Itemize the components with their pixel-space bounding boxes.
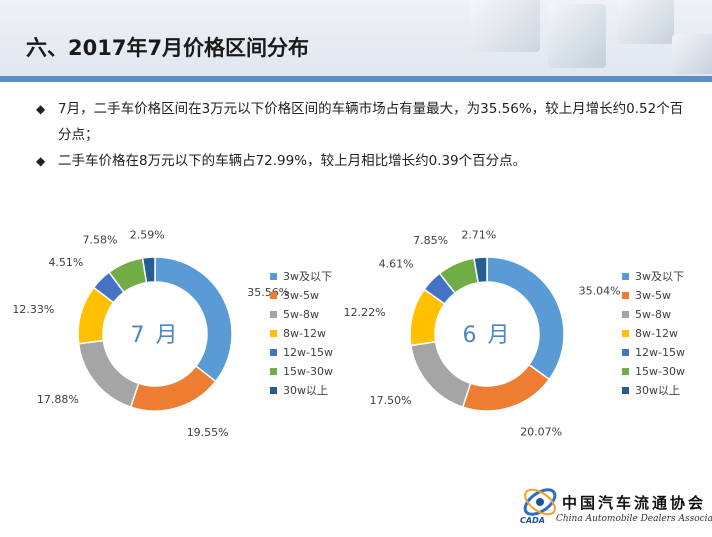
legend-label: 12w-15w xyxy=(283,346,333,359)
legend-item: 3w-5w xyxy=(270,287,319,304)
data-label: 35.56% xyxy=(247,286,289,299)
legend-item: 3w-5w xyxy=(622,287,671,304)
decor-cube xyxy=(470,0,540,52)
data-label: 12.33% xyxy=(12,303,54,316)
cada-logo: 中国汽车流通协会 CADA China Automobile Dealers A… xyxy=(516,484,712,532)
legend-swatch xyxy=(622,329,629,337)
data-label: 12.22% xyxy=(344,306,386,319)
legend-label: 8w-12w xyxy=(283,327,326,340)
legend-swatch xyxy=(270,367,277,375)
data-label: 2.59% xyxy=(130,228,165,241)
data-label: 4.61% xyxy=(379,258,414,271)
legend-item: 3w及以下 xyxy=(622,268,684,285)
donut-center-label: 7 月 xyxy=(131,323,180,348)
legend-swatch xyxy=(270,348,277,356)
legend-swatch xyxy=(270,329,277,337)
legend-swatch xyxy=(622,386,629,394)
legend-item: 8w-12w xyxy=(270,325,326,342)
data-label: 17.50% xyxy=(370,394,412,407)
slide-header: 六、2017年7月价格区间分布 xyxy=(0,0,712,82)
cada-emblem-icon xyxy=(523,488,557,516)
donut-center-label: 6 月 xyxy=(463,323,512,348)
logo-name-cn: 中国汽车流通协会 xyxy=(562,494,707,512)
legend-swatch xyxy=(622,310,629,318)
diamond-bullet-icon: ◆ xyxy=(36,154,46,168)
legend-item: 15w-30w xyxy=(270,363,333,380)
legend-label: 3w-5w xyxy=(283,289,319,302)
data-label: 20.07% xyxy=(520,425,562,438)
legend-label: 5w-8w xyxy=(283,308,319,321)
bullet-item: ◆ 7月，二手车价格区间在3万元以下价格区间的车辆市场占有量最大，为35.56%… xyxy=(36,96,686,148)
legend-label: 30w以上 xyxy=(635,384,680,397)
bullet-item: ◆ 二手车价格在8万元以下的车辆占72.99%，较上月相比增长约0.39个百分点… xyxy=(36,148,686,174)
data-label: 4.51% xyxy=(48,256,83,269)
bullet-text: 7月，二手车价格区间在3万元以下价格区间的车辆市场占有量最大，为35.56%，较… xyxy=(58,101,684,143)
legend-label: 3w及以下 xyxy=(283,270,332,283)
legend-item: 5w-8w xyxy=(622,306,671,323)
legend-swatch xyxy=(622,367,629,375)
page-title: 六、2017年7月价格区间分布 xyxy=(26,36,310,60)
decor-cube xyxy=(618,0,674,44)
legend-swatch xyxy=(622,348,629,356)
legend-item: 8w-12w xyxy=(622,325,678,342)
legend-item: 30w以上 xyxy=(270,382,328,399)
legend-swatch xyxy=(622,291,629,299)
data-label: 17.88% xyxy=(37,393,79,406)
data-label: 7.58% xyxy=(83,234,118,247)
donut-slice-jun-6 xyxy=(473,256,488,284)
logo-abbr: CADA xyxy=(520,516,545,525)
legend-item: 5w-8w xyxy=(270,306,319,323)
legend-swatch xyxy=(622,272,629,280)
legend-item: 12w-15w xyxy=(270,344,333,361)
donut-slice-jul-0 xyxy=(154,256,233,383)
legend-item: 30w以上 xyxy=(622,382,680,399)
legend-swatch xyxy=(270,310,277,318)
header-accent-bar xyxy=(0,76,712,82)
donut-slice-jul-2 xyxy=(77,339,140,409)
logo-name-en: China Automobile Dealers Association xyxy=(556,514,712,524)
donut-slice-jun-2 xyxy=(410,340,472,409)
data-label: 35.04% xyxy=(579,285,621,298)
bullet-text: 二手车价格在8万元以下的车辆占72.99%，较上月相比增长约0.39个百分点。 xyxy=(58,153,527,169)
donut-slice-jul-6 xyxy=(141,256,156,284)
legend-item: 15w-30w xyxy=(622,363,685,380)
data-label: 7.85% xyxy=(413,234,448,247)
legend-swatch xyxy=(270,386,277,394)
legend-item: 12w-15w xyxy=(622,344,685,361)
legend-label: 12w-15w xyxy=(635,346,685,359)
bullet-list: ◆ 7月，二手车价格区间在3万元以下价格区间的车辆市场占有量最大，为35.56%… xyxy=(36,96,686,174)
legend-swatch xyxy=(270,291,277,299)
data-label: 2.71% xyxy=(461,228,496,241)
legend-label: 3w-5w xyxy=(635,289,671,302)
donut-slice-jun-0 xyxy=(486,256,565,381)
legend-label: 5w-8w xyxy=(635,308,671,321)
legend-label: 3w及以下 xyxy=(635,270,684,283)
diamond-bullet-icon: ◆ xyxy=(36,102,46,116)
legend-swatch xyxy=(270,272,277,280)
legend-label: 15w-30w xyxy=(635,365,685,378)
donut-slice-jul-1 xyxy=(129,364,217,412)
decor-cube xyxy=(548,4,606,68)
legend-label: 8w-12w xyxy=(635,327,678,340)
donut-slice-jun-1 xyxy=(461,363,551,412)
legend-item: 3w及以下 xyxy=(270,268,332,285)
data-label: 19.55% xyxy=(187,426,229,439)
legend-label: 15w-30w xyxy=(283,365,333,378)
legend-label: 30w以上 xyxy=(283,384,328,397)
decor-cube xyxy=(672,34,712,74)
